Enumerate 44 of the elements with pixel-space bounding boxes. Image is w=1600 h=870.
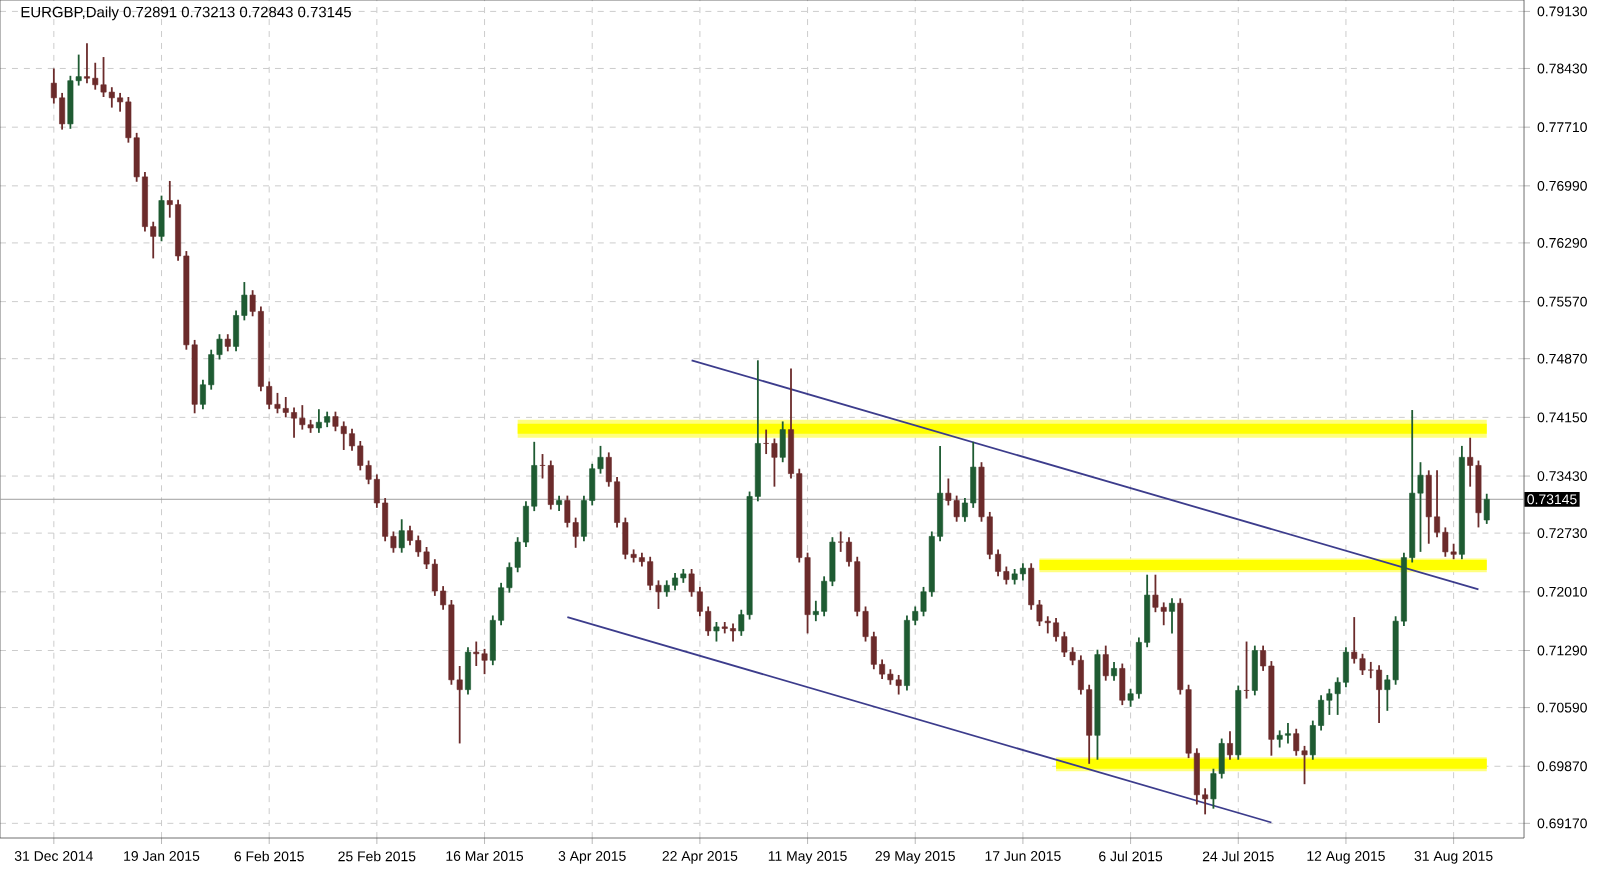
candlestick	[1227, 730, 1233, 761]
candlestick	[274, 392, 281, 415]
candlestick	[1251, 644, 1258, 697]
candlestick	[1359, 652, 1366, 676]
candlestick	[398, 518, 405, 554]
candlestick	[299, 404, 306, 431]
candlestick	[1351, 616, 1358, 665]
candlestick	[779, 420, 786, 464]
candlestick	[67, 74, 74, 130]
candlestick	[1376, 664, 1383, 724]
candlestick	[1342, 646, 1349, 689]
candlestick	[340, 420, 347, 451]
candlestick	[1169, 597, 1175, 635]
candlestick	[1160, 601, 1167, 627]
candlestick	[1293, 727, 1300, 757]
candlestick	[108, 86, 115, 109]
candlestick	[895, 674, 902, 696]
candlestick	[1417, 461, 1424, 553]
candlestick	[547, 459, 554, 511]
candlestick	[771, 437, 778, 488]
candlestick	[1119, 662, 1126, 707]
candlestick	[970, 440, 977, 509]
candlestick	[713, 621, 720, 643]
candlestick	[465, 646, 471, 696]
candlestick	[332, 410, 339, 433]
candlestick	[357, 440, 364, 472]
candlestick	[647, 555, 654, 592]
candlestick	[481, 647, 488, 676]
candlestick	[1061, 630, 1068, 658]
candlestick	[1152, 573, 1159, 614]
candlestick	[282, 396, 289, 419]
candlestick	[564, 494, 571, 529]
candlestick	[92, 61, 99, 91]
candlestick	[1102, 644, 1109, 682]
candlestick	[315, 408, 322, 434]
candlestick	[1425, 469, 1432, 545]
candlestick	[1475, 459, 1482, 529]
candlestick	[473, 640, 480, 667]
candlestick	[953, 494, 960, 523]
candlestick	[100, 56, 107, 98]
candlestick	[158, 194, 165, 243]
candlestick	[1111, 661, 1117, 682]
candlestick	[415, 534, 422, 558]
candlestick	[1483, 492, 1490, 525]
